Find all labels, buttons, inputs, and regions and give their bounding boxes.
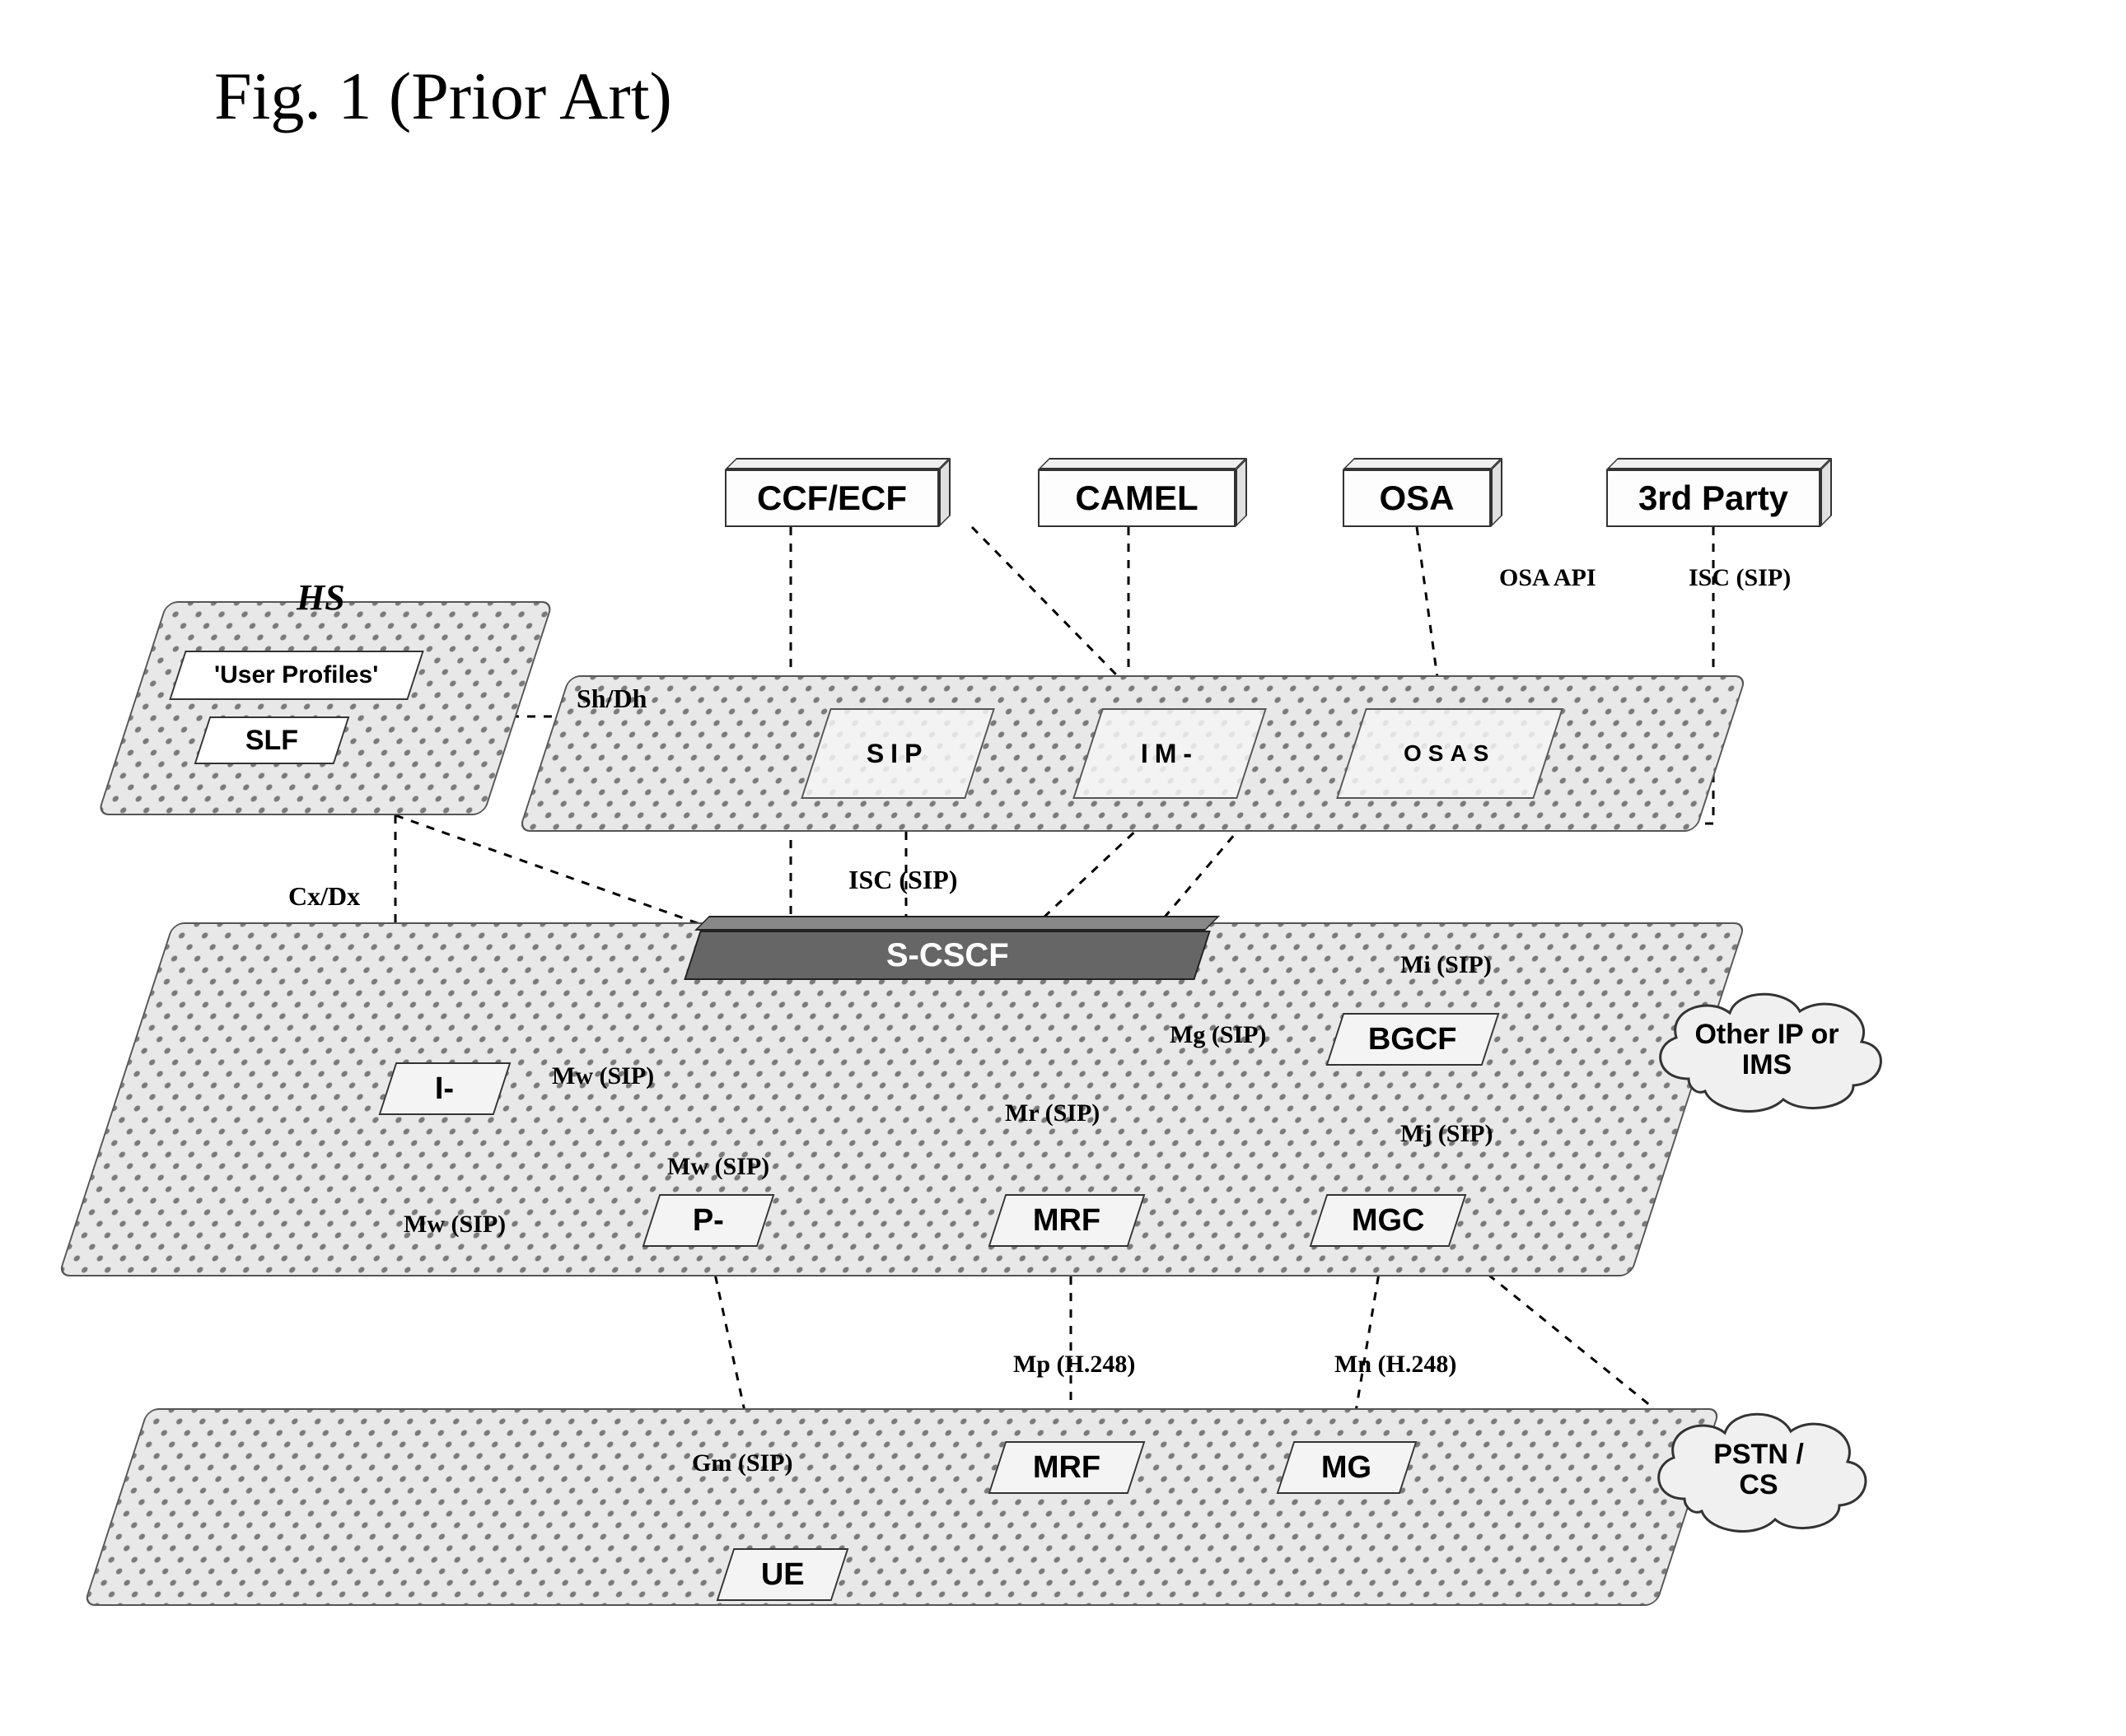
mgc-node: MGC [1310,1194,1467,1247]
label-mp-h248: Mp (H.248) [1013,1351,1135,1379]
user-profiles-box: 'User Profiles' [169,651,423,700]
im-as-block: IM- [1072,708,1267,799]
icscf-node: I- [379,1062,512,1115]
label-mj-sip: Mj (SIP) [1400,1120,1493,1148]
mrf-mid-node: MRF [988,1194,1146,1247]
label-osa-api: OSA API [1499,564,1596,592]
osa-as-block: OSAS [1336,708,1563,799]
label-gm-sip: Gm (SIP) [692,1449,793,1477]
pstn-cs-cloud: PSTN / CS [1639,1400,1878,1540]
pcscf-node: P- [642,1194,775,1247]
label-sh-dh: Sh/Dh [577,684,647,714]
label-mg-sip: Mg (SIP) [1170,1021,1266,1049]
bgcf-node: BGCF [1326,1013,1500,1066]
scscf-top-face [694,916,1220,931]
ue-node: UE [717,1548,849,1601]
label-mw3: Mw (SIP) [404,1211,506,1239]
mrf-bottom-node: MRF [988,1441,1146,1494]
label-mi-sip: Mi (SIP) [1400,951,1492,979]
slf-box: SLF [194,716,350,764]
mg-node: MG [1277,1441,1418,1494]
diagram-canvas: Fig. 1 (Prior Art) HS 'User Profiles' SL… [0,0,2126,1736]
label-mn-h248: Mn (H.248) [1334,1351,1456,1379]
label-mr-sip: Mr (SIP) [1005,1099,1100,1127]
label-isc-sip-right: ISC (SIP) [1689,564,1791,592]
sip-as-block: SIP [801,708,995,799]
label-isc-sip: ISC (SIP) [848,865,957,895]
label-cx-dx: Cx/Dx [288,881,360,912]
other-ip-cloud: Other IP or IMS [1639,980,1895,1120]
label-mw1: Mw (SIP) [552,1062,654,1090]
layer-transport [83,1408,1721,1606]
hss-label: HS [297,576,345,618]
scscf-node: S-CSCF [684,931,1210,980]
figure-title: Fig. 1 (Prior Art) [214,58,672,135]
label-mw2: Mw (SIP) [667,1153,769,1181]
layer-hss [97,601,554,815]
